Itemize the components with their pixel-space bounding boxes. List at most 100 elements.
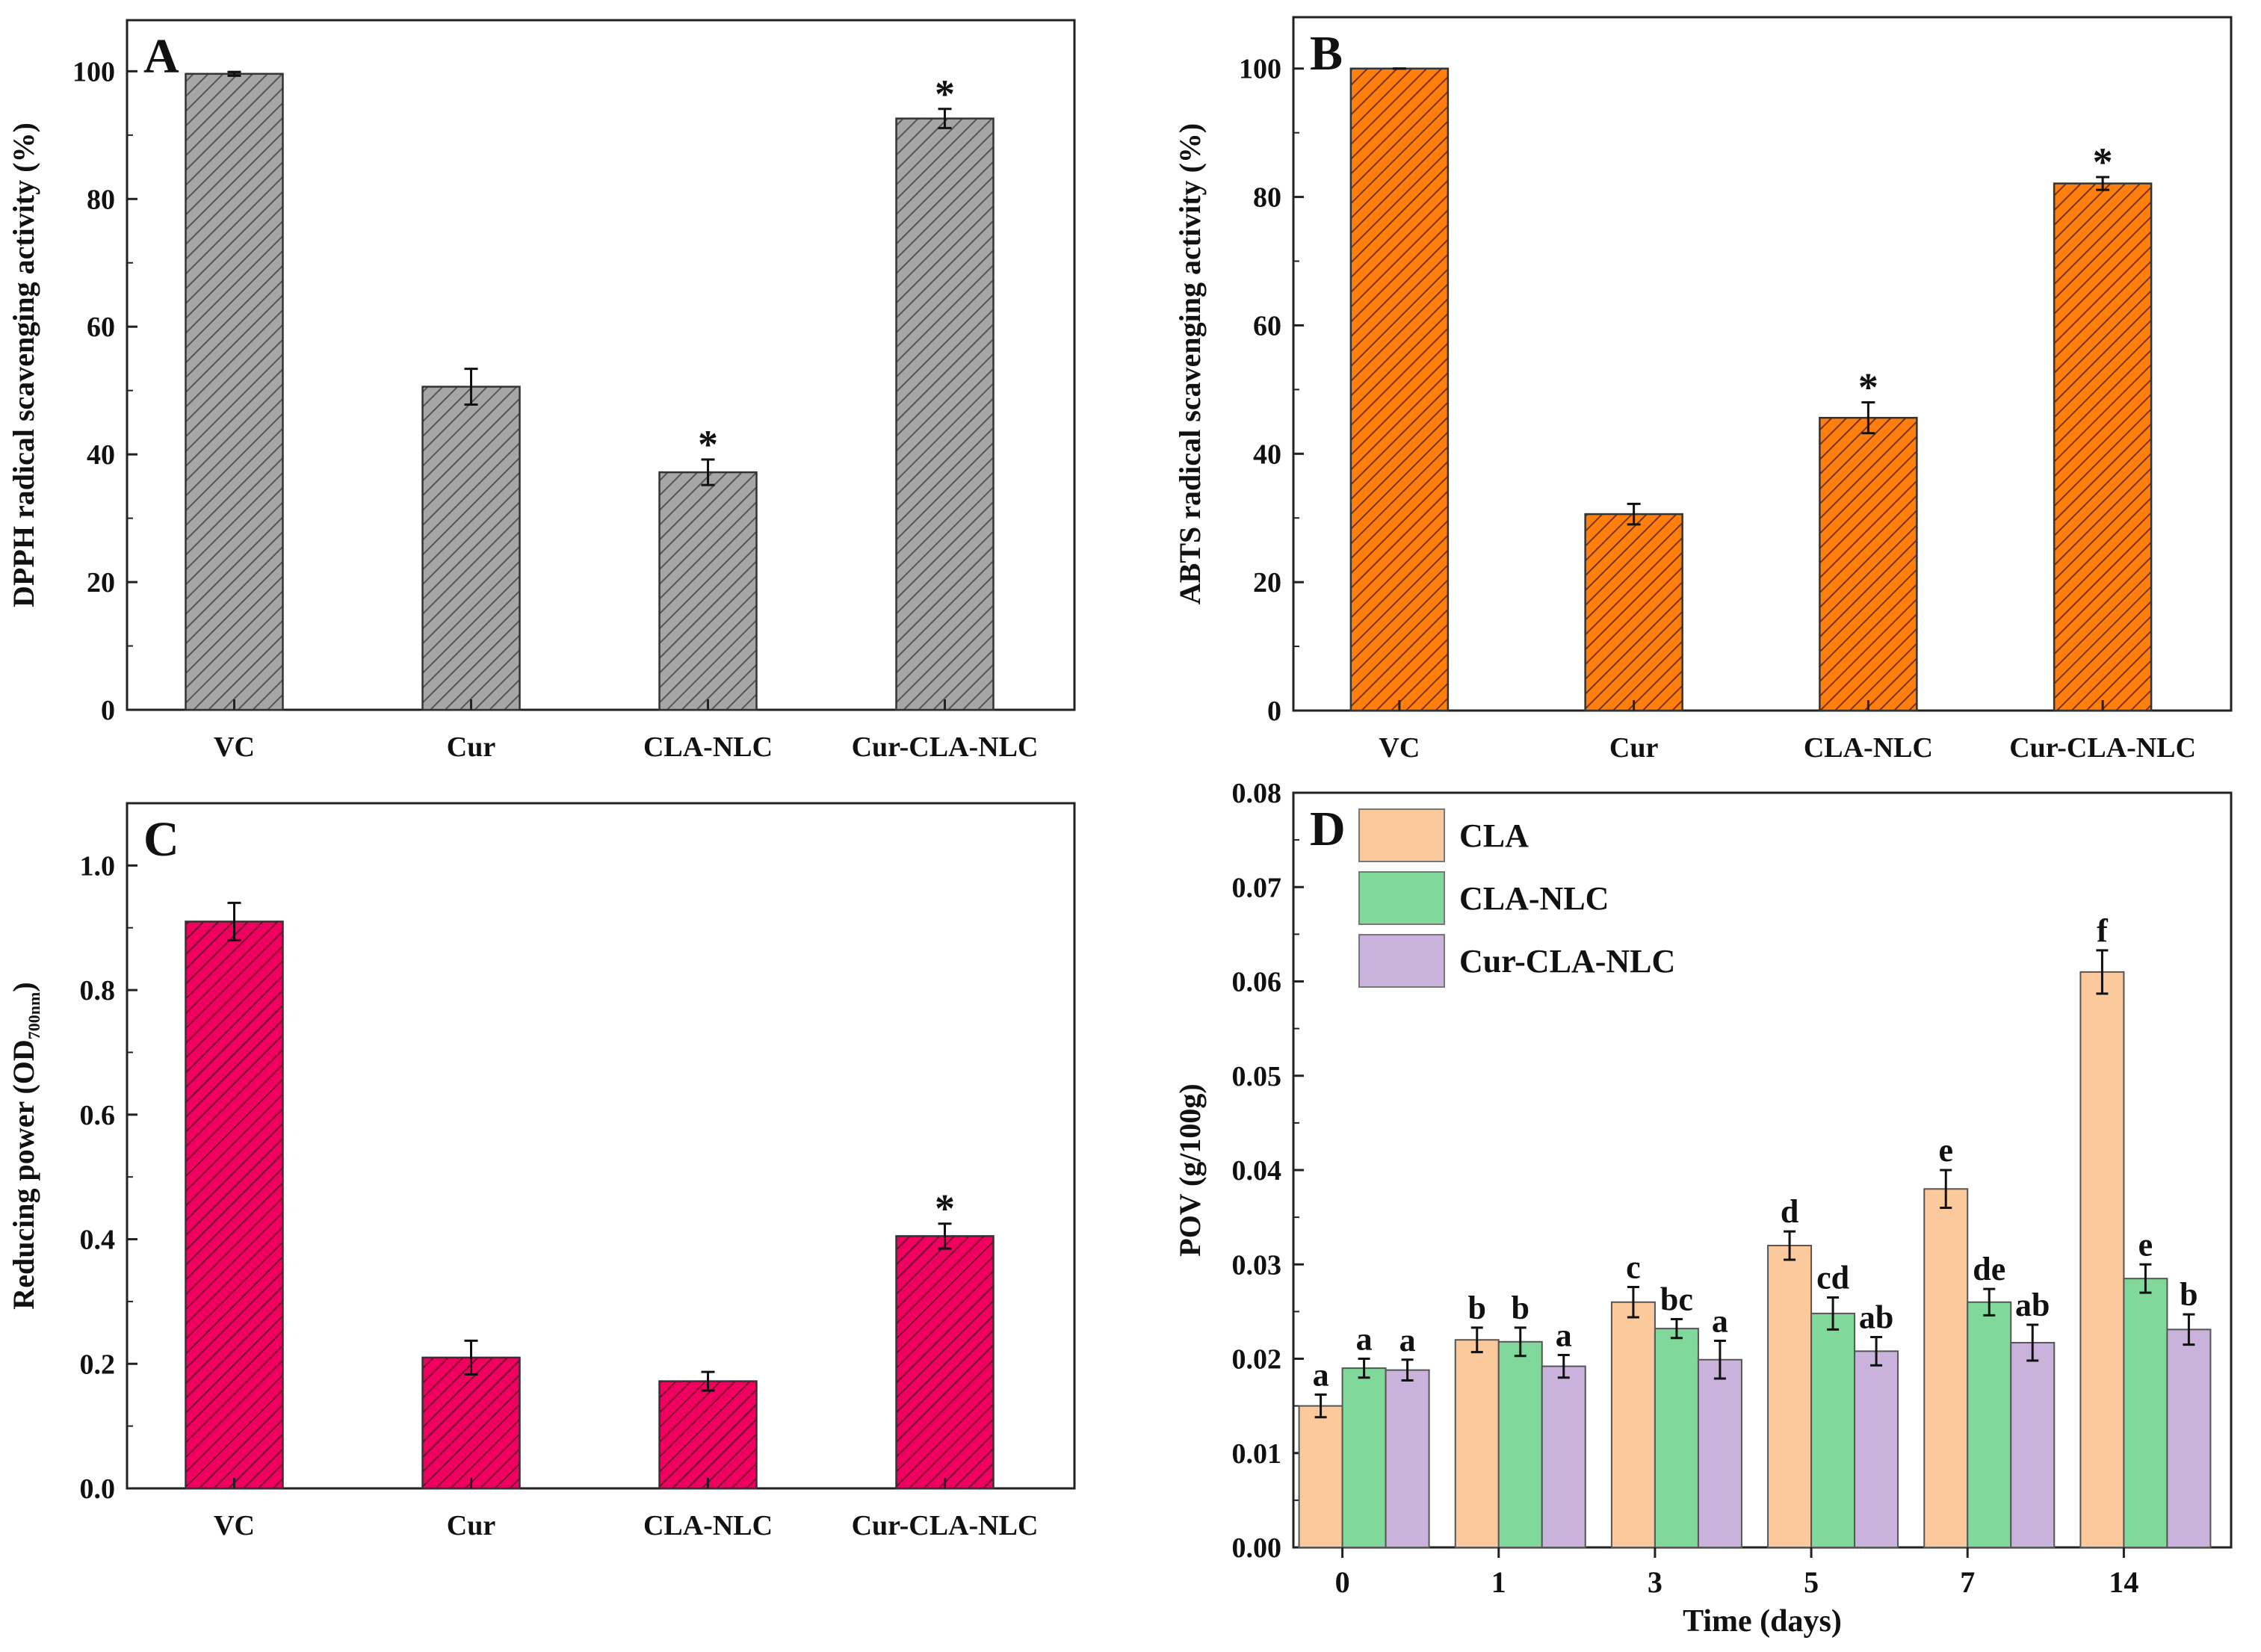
panel-letter: B bbox=[1310, 26, 1343, 81]
y-axis-label: DPPH radical scavenging activity (%) bbox=[7, 123, 40, 607]
y-tick-label: 0.8 bbox=[80, 975, 116, 1006]
panel-letter: A bbox=[143, 29, 179, 84]
panel-B: 0 20 40 60 80 100 ABTS radical scavenging acti… bbox=[1173, 16, 2233, 764]
y-tick-label: 0.6 bbox=[80, 1100, 116, 1131]
bar-Cur-CLA-NLC-day-5 bbox=[1854, 1350, 1899, 1549]
x-tick-label: Cur-CLA-NLC bbox=[2009, 732, 2196, 764]
significance-letter: ab bbox=[2015, 1287, 2050, 1323]
panel-A: 0 20 40 60 80 100 DPPH radical scavenging acti… bbox=[7, 19, 1076, 763]
bar-CLA-NLC-day-3 bbox=[1654, 1328, 1699, 1548]
bar-CLA-NLC-day-1 bbox=[1497, 1340, 1543, 1549]
significance-letter: a bbox=[1399, 1322, 1416, 1358]
x-axis-label: Time (days) bbox=[1683, 1604, 1842, 1639]
bar-Cur-CLA-NLC-day-0 bbox=[1385, 1369, 1430, 1549]
y-tick-label: 0.4 bbox=[80, 1225, 116, 1256]
bar-Cur-CLA-NLC-day-7 bbox=[2010, 1342, 2056, 1548]
y-tick-label: 0.04 bbox=[1232, 1155, 1282, 1187]
y-tick-label: 40 bbox=[1253, 439, 1281, 470]
significance-mark: * bbox=[935, 1187, 955, 1231]
y-tick-label: 20 bbox=[87, 567, 115, 598]
x-tick-label: 0 bbox=[1335, 1565, 1350, 1599]
y-tick-label: 0.06 bbox=[1232, 967, 1282, 998]
bar-Cur-CLA-NLC-day-14 bbox=[2166, 1328, 2212, 1549]
bar-Cur-CLA-NLC bbox=[2053, 182, 2153, 712]
bar-CLA-day-0 bbox=[1298, 1405, 1343, 1548]
bar-CLA-NLC bbox=[1819, 416, 1918, 712]
bar-CLA-NLC-day-5 bbox=[1810, 1312, 1856, 1549]
x-tick-label: 7 bbox=[1960, 1565, 1975, 1599]
x-tick-label: 14 bbox=[2109, 1565, 2138, 1599]
x-tick-label: CLA-NLC bbox=[643, 731, 773, 763]
y-tick-label: 0.02 bbox=[1232, 1344, 1282, 1376]
y-tick-label: 0.05 bbox=[1232, 1061, 1282, 1092]
bar-Cur bbox=[1584, 513, 1683, 712]
significance-letter: ab bbox=[1859, 1299, 1893, 1335]
significance-letter: a bbox=[1556, 1317, 1572, 1353]
panel-D: 0.00 0.01 0.02 0.03 0.04 0.05 0.06 0.07 0.08 POV … bbox=[1173, 778, 2233, 1639]
bar-Cur-CLA-NLC bbox=[895, 1235, 995, 1490]
significance-letter: bc bbox=[1660, 1281, 1693, 1317]
y-axis-label: ABTS radical scavenging activity (%) bbox=[1173, 123, 1207, 604]
bar-Cur bbox=[421, 1356, 521, 1490]
x-tick-label: Cur-CLA-NLC bbox=[852, 1510, 1039, 1541]
x-tick-label: VC bbox=[1379, 732, 1420, 764]
bar-CLA-NLC bbox=[658, 471, 758, 711]
bar-CLA-NLC-day-0 bbox=[1341, 1367, 1387, 1548]
significance-letter: b bbox=[1468, 1290, 1486, 1326]
significance-mark: * bbox=[1858, 365, 1878, 410]
significance-mark: * bbox=[698, 422, 718, 467]
x-tick-label: 1 bbox=[1491, 1565, 1506, 1599]
bar-CLA-day-3 bbox=[1610, 1301, 1656, 1548]
y-tick-label: 60 bbox=[87, 312, 115, 343]
significance-letter: de bbox=[1973, 1251, 2005, 1287]
x-tick-label: 3 bbox=[1648, 1565, 1662, 1599]
x-tick-label: CLA-NLC bbox=[1804, 732, 1933, 764]
y-axis-label-subscript: 700nm bbox=[25, 992, 43, 1040]
significance-letter: cd bbox=[1816, 1259, 1849, 1296]
plot-frame bbox=[126, 802, 1076, 1490]
x-tick-label: VC bbox=[214, 731, 255, 763]
y-axis-label: Reducing power (OD700nm) bbox=[7, 982, 43, 1309]
y-tick-label: 0.2 bbox=[80, 1349, 116, 1380]
y-tick-label: 0.03 bbox=[1232, 1249, 1282, 1281]
significance-letter: c bbox=[1626, 1249, 1641, 1286]
bar-Cur-CLA-NLC-day-3 bbox=[1697, 1358, 1742, 1548]
legend-swatch-CLA bbox=[1358, 808, 1445, 862]
y-tick-label: 100 bbox=[1239, 54, 1281, 85]
significance-letter: a bbox=[1356, 1321, 1373, 1358]
legend-label: Cur-CLA-NLC bbox=[1459, 943, 1675, 980]
y-tick-label: 1.0 bbox=[80, 850, 116, 882]
bar-Cur bbox=[421, 386, 521, 711]
y-tick-label: 0.00 bbox=[1232, 1532, 1282, 1564]
y-tick-label: 0.0 bbox=[80, 1473, 116, 1505]
x-tick-label: Cur bbox=[1609, 732, 1659, 764]
y-tick-label: 40 bbox=[87, 439, 115, 471]
bar-CLA-day-7 bbox=[1923, 1188, 1969, 1548]
bar-Cur-CLA-NLC bbox=[895, 117, 995, 711]
bar-Cur-CLA-NLC-day-1 bbox=[1541, 1365, 1586, 1548]
y-tick-label: 0.08 bbox=[1232, 778, 1282, 809]
significance-mark: * bbox=[935, 72, 955, 117]
plot-frame bbox=[126, 19, 1076, 711]
bar-CLA-day-14 bbox=[2079, 971, 2125, 1548]
y-tick-label: 80 bbox=[87, 184, 115, 215]
significance-letter: a bbox=[1712, 1303, 1728, 1340]
significance-mark: * bbox=[2093, 140, 2113, 185]
bar-VC bbox=[185, 921, 284, 1490]
significance-letter: d bbox=[1781, 1193, 1798, 1230]
significance-letter: b bbox=[1512, 1290, 1530, 1326]
x-tick-label: Cur-CLA-NLC bbox=[852, 731, 1039, 763]
significance-letter: e bbox=[2138, 1226, 2153, 1263]
legend-label: CLA bbox=[1459, 817, 1529, 854]
x-tick-label: 5 bbox=[1804, 1565, 1819, 1599]
x-tick-label: Cur bbox=[447, 731, 496, 763]
significance-letter: f bbox=[2097, 912, 2109, 949]
panel-C: 0.0 0.2 0.4 0.6 0.8 1.0 Reducing power (OD700n… bbox=[7, 802, 1076, 1541]
y-tick-label: 100 bbox=[72, 56, 115, 87]
y-tick-label: 80 bbox=[1253, 182, 1281, 214]
bar-CLA-NLC bbox=[658, 1380, 758, 1490]
bar-VC bbox=[1349, 67, 1450, 712]
significance-letter: e bbox=[1938, 1132, 1953, 1169]
